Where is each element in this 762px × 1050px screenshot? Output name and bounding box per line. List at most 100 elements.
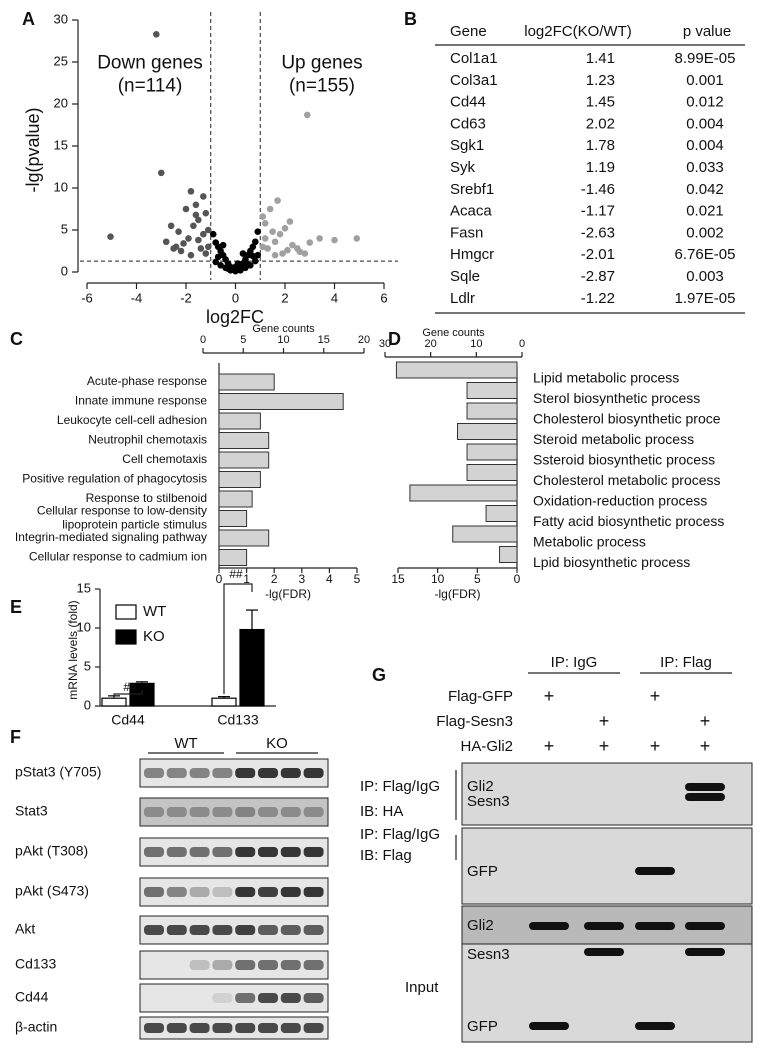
table-cell: -1.22 <box>581 290 615 307</box>
ip-header: IP: IgG <box>551 654 598 671</box>
bar <box>218 393 344 410</box>
table-cell: 8.99E-05 <box>675 50 736 67</box>
category-label: Cholesterol biosynthetic proce <box>533 411 721 427</box>
point <box>249 252 257 260</box>
point <box>204 226 212 234</box>
band <box>584 948 624 956</box>
point <box>224 265 232 272</box>
band <box>166 925 187 935</box>
treatment-mark: + <box>700 736 711 756</box>
annotation: ## <box>123 680 137 694</box>
point <box>177 247 185 255</box>
table-cell: -1.46 <box>581 181 615 198</box>
treatment-mark: + <box>544 686 555 706</box>
bar <box>409 484 518 502</box>
bottom-tick-label: 3 <box>298 572 305 586</box>
y-axis-label: -lg(pvalue) <box>23 107 43 192</box>
category-label: Acute-phase response <box>87 374 207 388</box>
treatment-label: HA-Gli2 <box>460 738 513 755</box>
table-header: Gene <box>450 23 487 40</box>
point <box>209 230 217 238</box>
band <box>529 922 569 930</box>
band <box>303 887 324 897</box>
band <box>235 847 256 857</box>
band <box>189 960 210 970</box>
point <box>303 111 311 119</box>
band <box>258 1023 278 1033</box>
band <box>235 768 256 778</box>
band <box>258 887 278 897</box>
category-label: Integrin-mediated signaling pathway <box>15 530 207 544</box>
treatment-mark: + <box>599 711 610 731</box>
top-axis-label: Gene counts <box>422 327 485 339</box>
bar <box>218 549 248 566</box>
point <box>157 169 165 177</box>
table-cell: 0.004 <box>686 137 724 154</box>
x-tick-label: 4 <box>331 290 338 305</box>
table-cell: 0.003 <box>686 268 724 285</box>
bar <box>499 546 518 563</box>
band <box>166 887 187 897</box>
point <box>254 228 262 235</box>
category-label: Innate immune response <box>75 394 207 408</box>
ip-header: IP: Flag <box>660 654 712 671</box>
bottom-tick-label: 5 <box>474 572 481 586</box>
band <box>258 925 278 935</box>
bar <box>218 432 270 449</box>
point <box>202 209 210 217</box>
bracket <box>113 690 143 699</box>
panel-letter: G <box>372 665 386 685</box>
group-label: KO <box>266 735 288 752</box>
table-cell: Sgk1 <box>450 137 484 154</box>
point <box>197 245 205 252</box>
bar <box>485 505 518 522</box>
bar <box>218 490 253 508</box>
point <box>306 239 314 246</box>
band <box>280 887 301 897</box>
point <box>237 267 244 274</box>
top-tick-label: 15 <box>318 334 330 346</box>
block-label: Input <box>405 979 439 996</box>
bottom-tick-label: 10 <box>431 572 445 586</box>
bar <box>457 423 518 440</box>
band-label: Sesn3 <box>467 946 510 963</box>
table-cell: 1.97E-05 <box>675 290 736 307</box>
annotation: Up genes (n=155) <box>281 53 362 97</box>
table-cell: 1.78 <box>586 137 615 154</box>
table-cell: 0.021 <box>686 203 724 220</box>
table-cell: 1.45 <box>586 94 615 111</box>
bottom-tick-label: 15 <box>391 572 405 586</box>
point <box>192 211 200 219</box>
y-tick-label: 10 <box>77 619 91 634</box>
bar <box>466 382 518 399</box>
category-label: Response to stilbenoid <box>86 491 207 505</box>
table-cell: 0.033 <box>686 159 724 176</box>
table-cell: Col1a1 <box>450 50 498 67</box>
band <box>166 768 187 778</box>
band <box>144 925 164 935</box>
band <box>235 887 256 897</box>
bar <box>466 443 518 461</box>
band <box>212 925 233 935</box>
point <box>192 201 200 209</box>
bar <box>218 412 261 430</box>
bracket <box>223 583 253 694</box>
treatment-mark: + <box>650 736 661 756</box>
point <box>261 235 269 242</box>
y-tick-label: 5 <box>61 221 68 236</box>
table-cell: Acaca <box>450 203 492 220</box>
point <box>200 230 207 238</box>
point <box>180 240 187 247</box>
bottom-axis-label: -lg(FDR) <box>265 587 311 601</box>
band <box>235 993 256 1003</box>
category-label: Oxidation-reduction process <box>533 493 707 509</box>
treatment-mark: + <box>700 711 711 731</box>
band-label: GFP <box>467 863 498 880</box>
category-label: Fatty acid biosynthetic process <box>533 513 724 529</box>
legend-swatch <box>115 604 137 620</box>
point <box>234 260 242 267</box>
bottom-axis-label: -lg(FDR) <box>435 587 481 601</box>
x-tick-label: 0 <box>232 290 239 305</box>
band <box>303 960 324 970</box>
band <box>212 887 233 897</box>
